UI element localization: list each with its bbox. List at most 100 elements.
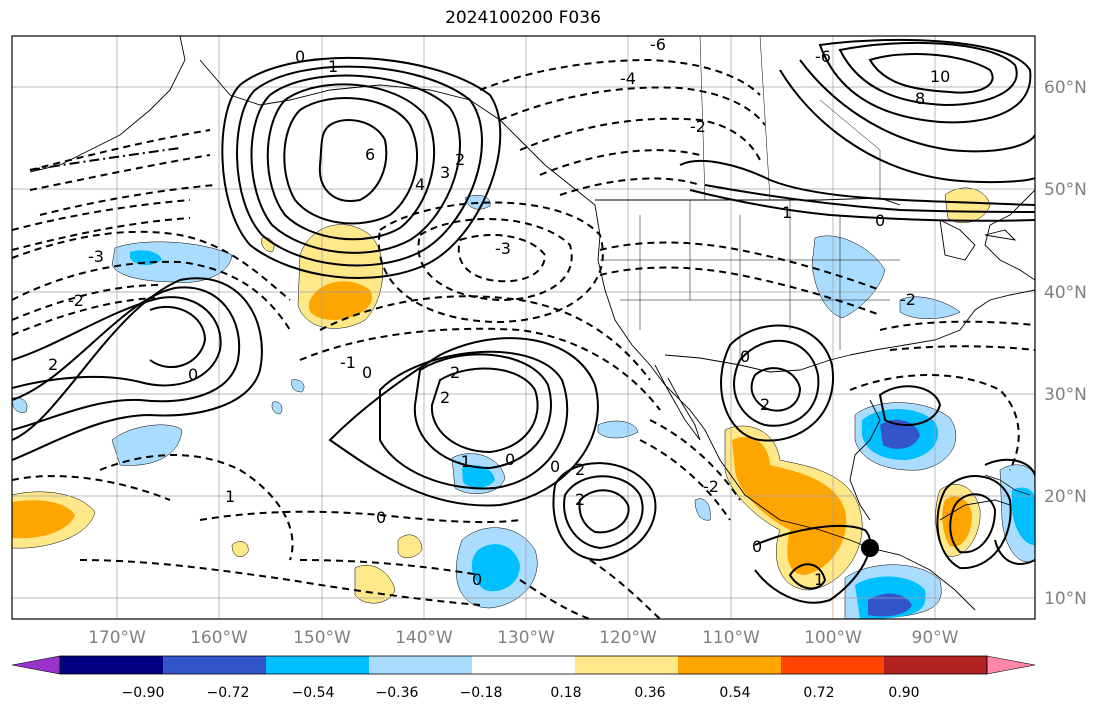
map-title: 2024100200 F036 [445, 8, 601, 28]
contour-high-atlantic [984, 458, 1035, 565]
lon-label: 130°W [497, 628, 555, 648]
colorbar-label: −0.72 [207, 685, 250, 701]
contour-label: 2 [575, 490, 585, 509]
contour-label: -2 [703, 477, 719, 496]
location-marker [861, 539, 879, 557]
colorbar-segment [163, 656, 266, 674]
negative-anomaly-deep [868, 593, 912, 617]
contour-pacific-ridge-dash-2 [539, 149, 701, 196]
colorbar-segments [11, 655, 1036, 675]
gulf-coast [849, 289, 1035, 521]
contour-label: 1 [814, 570, 824, 589]
contour-mexico-dash-2 [639, 419, 741, 521]
lon-label: 100°W [804, 628, 862, 648]
contour-high-gulf-of-mexico-1 [878, 385, 942, 426]
negative-anomaly-core [462, 465, 495, 488]
contour-label: -2 [690, 117, 706, 136]
positive-anomaly-region [397, 534, 423, 558]
contour-label: 8 [915, 89, 925, 108]
map-frame [11, 35, 1036, 620]
negative-anomaly-core [471, 544, 520, 592]
contour-east-us-dash [879, 320, 1035, 351]
lon-label: 140°W [395, 628, 453, 648]
contour-high-central-pacific-1 [379, 350, 569, 490]
contour-north-america-0b [704, 184, 1035, 213]
contour-label: 0 [295, 47, 305, 66]
contour-tropics-dash [79, 559, 481, 606]
contour-northeast-pacific-0 [319, 295, 651, 381]
contour-label: 0 [550, 457, 560, 476]
contour-label: 1 [782, 203, 792, 222]
contour-label: 0 [376, 508, 386, 527]
contour-northeast-pacific-1b [299, 327, 661, 411]
lon-label: 150°W [293, 628, 351, 648]
contour-label: 0 [752, 537, 762, 556]
negative-anomaly-region [271, 401, 283, 415]
contour-label: 0 [740, 347, 750, 366]
great-lakes [939, 219, 1017, 261]
colorbar-label: −0.90 [122, 685, 165, 701]
contour-label: 6 [365, 145, 375, 164]
colorbar-segment [60, 656, 163, 674]
lon-label: 120°W [599, 628, 657, 648]
contour-label: 2 [450, 363, 460, 382]
caribbean-island [984, 474, 1031, 496]
contour-high-eastern-pacific-0 [754, 524, 871, 604]
colorbar-segment [369, 656, 472, 674]
contour-high-central-pacific-0 [328, 337, 599, 507]
positive-anomaly-core [308, 281, 372, 320]
contour-label: -1 [340, 353, 356, 372]
contour-labels: 6 4 3 2 0 1 -3 -2 2 0 -1 0 -3 2 2 -1 0 2… [48, 36, 950, 589]
contour-label: 4 [415, 175, 425, 194]
east-coast [984, 189, 1035, 281]
contour-label: 0 [362, 363, 372, 382]
contour-northeast-canada-6 [818, 38, 1032, 124]
longitude-labels: 170°W 160°W 150°W 140°W 130°W 120°W 110°… [88, 628, 959, 648]
colorbar-segment [781, 656, 884, 674]
negative-anomaly-region [899, 296, 961, 319]
positive-anomaly-region [231, 541, 249, 557]
colorbar-segment [266, 656, 369, 674]
map-plot-area: 6 4 3 2 0 1 -3 -2 2 0 -1 0 -3 2 2 -1 0 2… [12, 36, 1035, 619]
contour-trough-west-pacific-1 [12, 284, 161, 336]
contour-high-west-pacific-0 [12, 277, 263, 461]
shaded-anomalies [12, 187, 1035, 619]
lat-label: 40°N [1044, 283, 1087, 303]
contour-label: -3 [495, 239, 511, 258]
lat-label: 20°N [1044, 487, 1087, 507]
contours-negative [12, 58, 1035, 619]
colorbar-label: −0.36 [376, 685, 419, 701]
colorbar-segment [884, 656, 987, 674]
contour-northeast-canada-8 [838, 41, 1018, 107]
contour-label: 1 [225, 487, 235, 506]
contour-dash-dot [29, 147, 181, 171]
baja-california [654, 364, 701, 441]
contour-label: 0 [875, 211, 885, 230]
lat-label: 10°N [1044, 589, 1087, 609]
contour-east-pacific-dash [519, 559, 661, 619]
contour-pacific-ridge-dash [479, 58, 766, 161]
contour-trough-aleutian-a [29, 129, 216, 216]
contour-high-eastern-pacific-1 [788, 563, 827, 590]
colorbar-extend-min [11, 655, 61, 675]
contour-northeast-canada-10 [868, 53, 994, 94]
contour-label: -6 [815, 47, 831, 66]
colorbar-extend-max [986, 655, 1036, 675]
us-state-lines [600, 200, 900, 360]
colorbar-label: 0.36 [634, 685, 665, 701]
contour-gulf-dash [849, 374, 1020, 471]
colorbar: −0.90 −0.72 −0.54 −0.36 −0.18 0.18 0.36 … [11, 655, 1036, 701]
colorbar-segment [678, 656, 781, 674]
positive-anomaly-region [944, 187, 991, 224]
colorbar-segment [575, 656, 678, 674]
colorbar-labels: −0.90 −0.72 −0.54 −0.36 −0.18 0.18 0.36 … [122, 685, 920, 701]
contour-label: 2 [760, 395, 770, 414]
negative-anomaly-region [694, 498, 711, 521]
canada-provincial-lines [699, 36, 881, 201]
contour-label: 10 [930, 67, 950, 86]
contour-high-subtropical-2b [563, 475, 644, 550]
contour-trough-west-pacific-3 [12, 230, 291, 301]
alaska-coastline [29, 36, 596, 206]
contour-label: -1 [455, 452, 471, 471]
negative-anomaly-region [12, 397, 28, 413]
